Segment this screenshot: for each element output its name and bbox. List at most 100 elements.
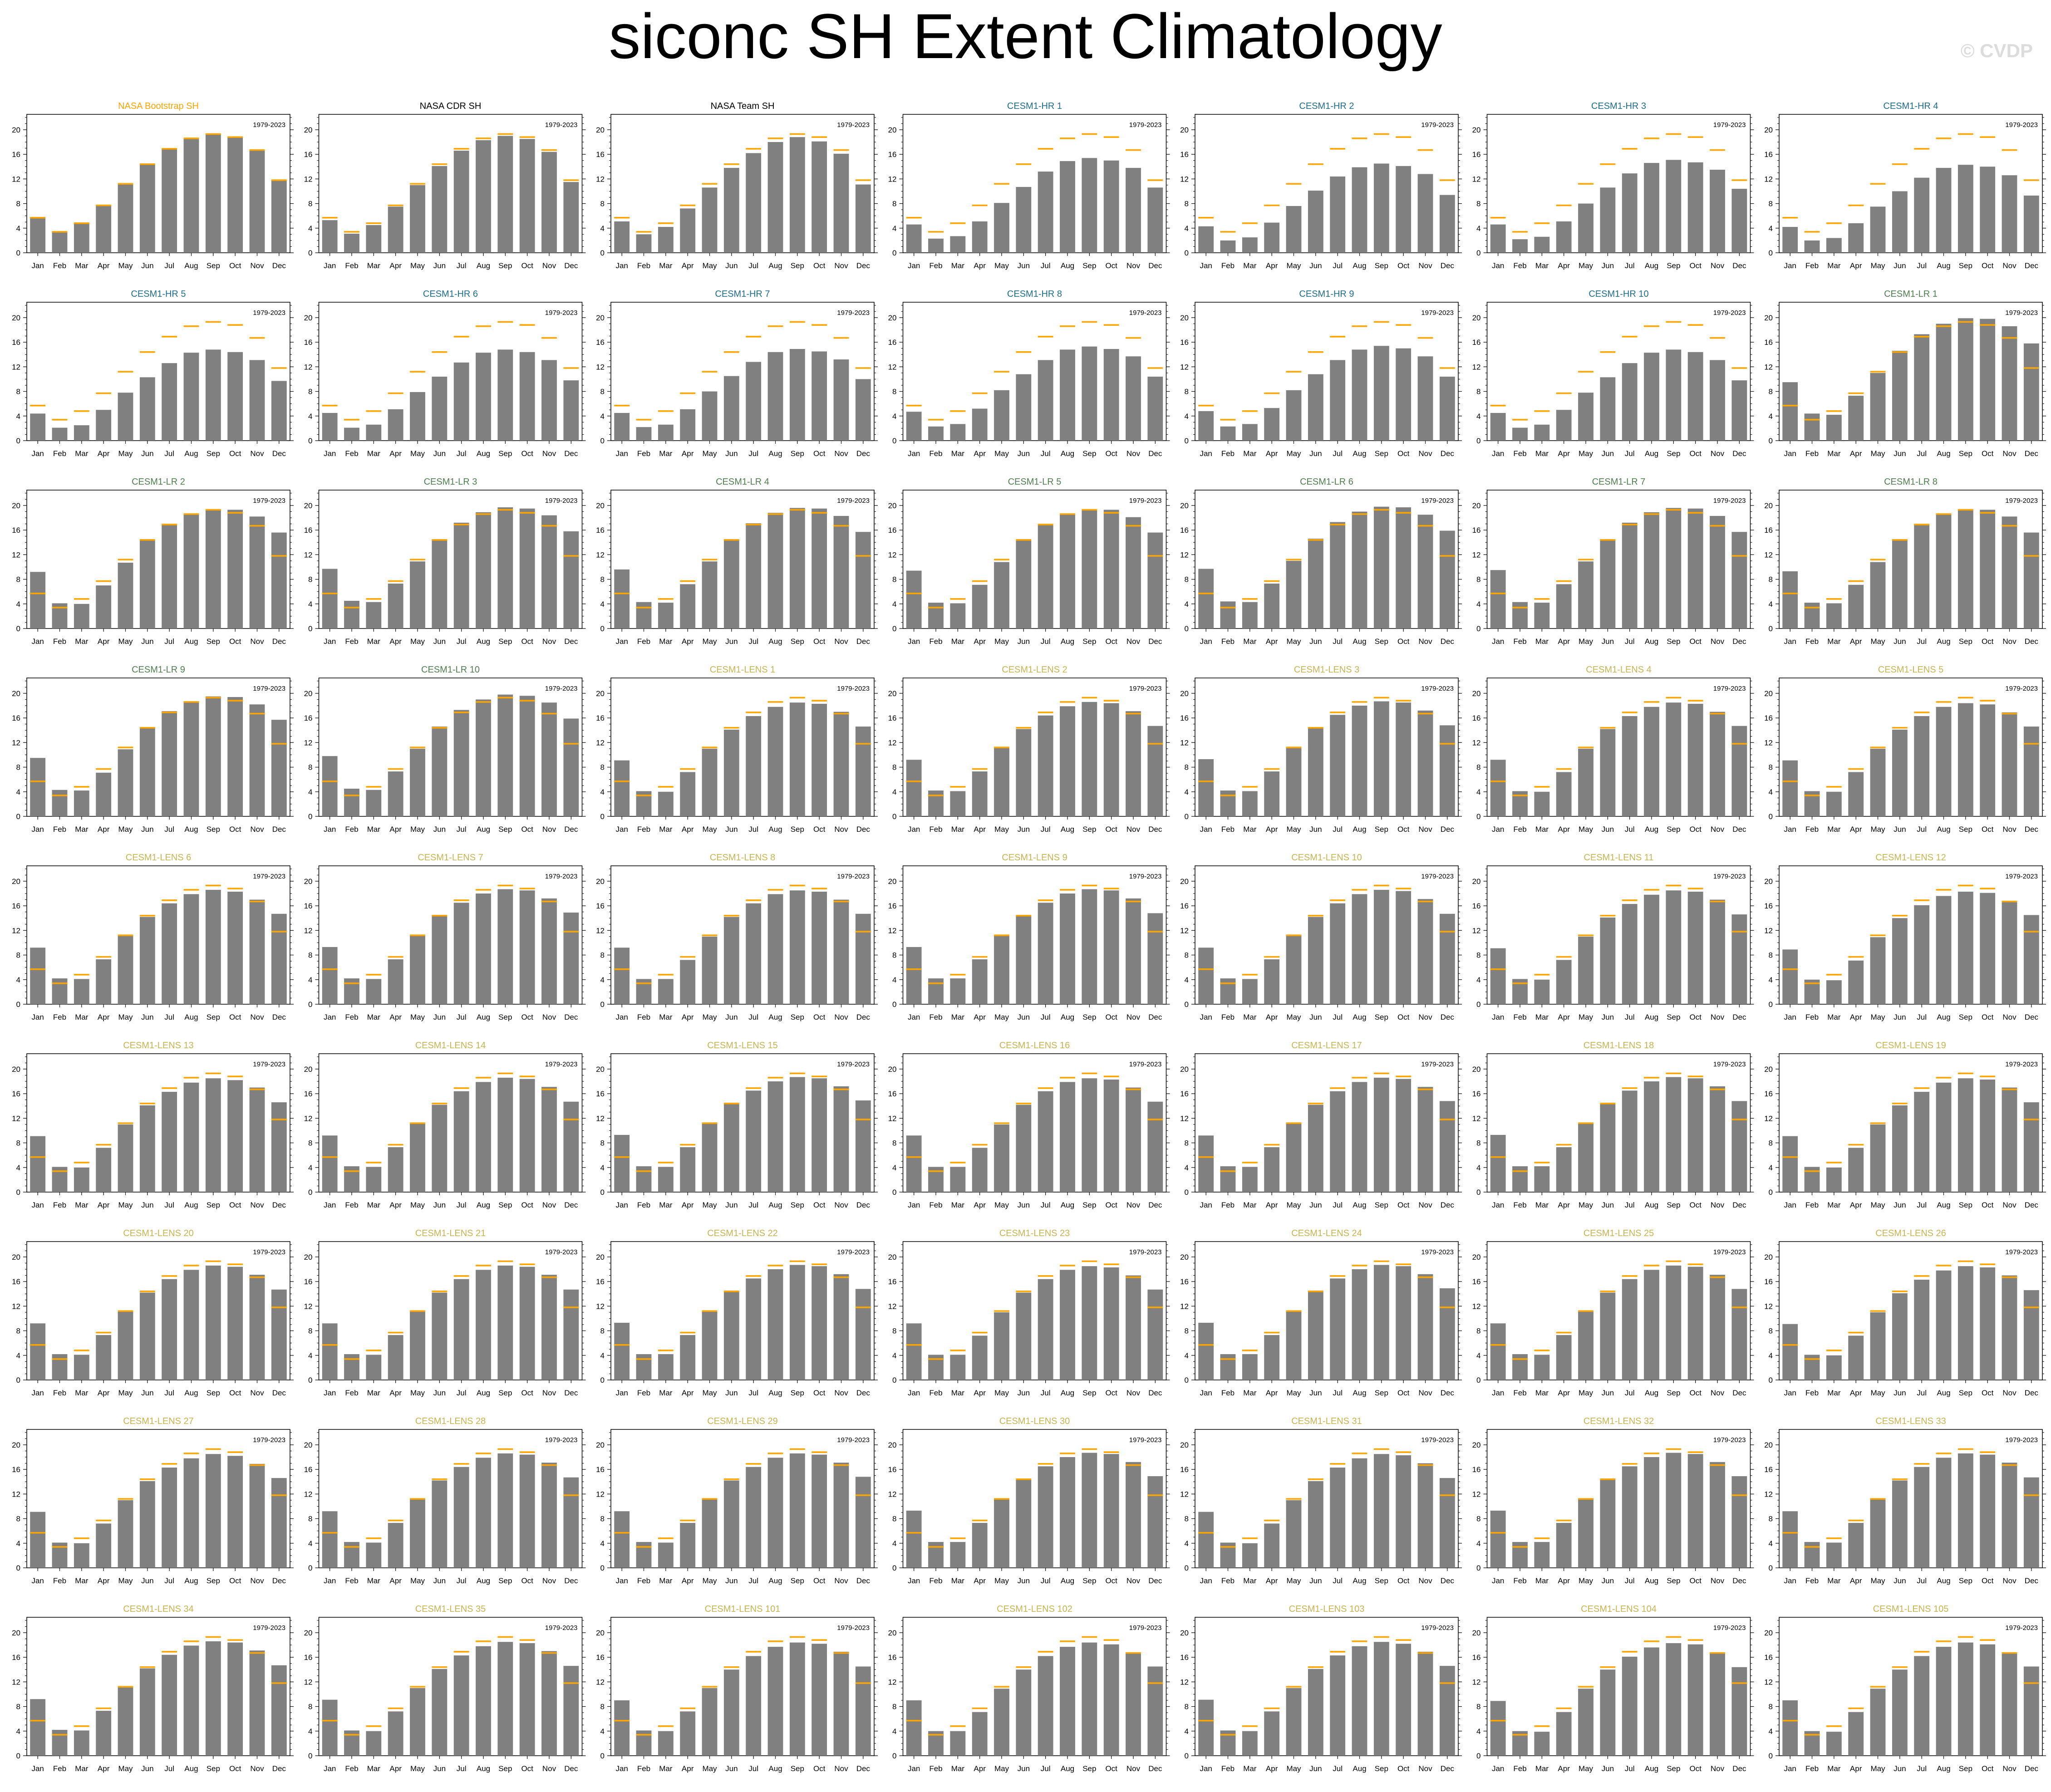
x-tick-label: Apr (682, 1013, 694, 1021)
y-tick-label: 0 (600, 1000, 605, 1009)
x-tick-label: Dec (1441, 825, 1455, 834)
y-tick-label: 16 (304, 714, 313, 722)
x-tick-label: Nov (2002, 261, 2017, 270)
x-tick-label: May (1579, 1389, 1594, 1397)
y-tick-label: 4 (16, 600, 20, 609)
x-tick-label: Oct (521, 449, 533, 458)
bar-dec (271, 532, 287, 628)
x-tick-label: Dec (2025, 825, 2039, 834)
y-tick-label: 4 (16, 1164, 20, 1172)
y-tick-label: 12 (888, 1302, 897, 1311)
x-tick-label: Oct (521, 637, 533, 646)
x-tick-label: Sep (791, 1389, 804, 1397)
x-tick-label: Jul (1041, 261, 1051, 270)
x-tick-label: Jul (1625, 637, 1635, 646)
x-tick-label: Oct (813, 637, 826, 646)
x-tick-label: Jun (725, 1389, 738, 1397)
x-tick-label: Dec (1441, 449, 1455, 458)
bar-jun (139, 727, 155, 816)
y-tick-label: 16 (1472, 526, 1481, 535)
bar-dec (563, 380, 579, 441)
bar-apr (1556, 772, 1572, 816)
bar-nov (1417, 1274, 1433, 1380)
bar-apr (388, 959, 403, 1004)
period-label: 1979-2023 (253, 873, 285, 880)
x-tick-label: Jun (1018, 1389, 1030, 1397)
bar-apr (1264, 771, 1280, 816)
bar-jun (1600, 917, 1616, 1004)
y-tick-label: 20 (1180, 126, 1189, 134)
x-tick-label: Sep (1375, 825, 1388, 834)
x-tick-label: Oct (521, 1389, 533, 1397)
y-tick-label: 20 (1472, 1065, 1481, 1074)
panel-frame (610, 490, 875, 629)
x-tick-label: Jun (141, 1201, 153, 1209)
bar-apr (1848, 772, 1864, 816)
bar-dec (1439, 1288, 1455, 1380)
x-tick-label: Sep (1667, 1201, 1680, 1209)
x-tick-label: Jan (1200, 261, 1212, 270)
x-tick-label: Sep (1375, 1389, 1388, 1397)
bar-aug (1644, 707, 1659, 816)
bar-jan (1490, 1134, 1506, 1192)
x-tick-label: Oct (229, 449, 241, 458)
x-tick-label: Sep (791, 825, 804, 834)
x-tick-label: Mar (75, 1201, 89, 1209)
bar-feb (928, 978, 944, 1004)
y-tick-label: 4 (308, 976, 312, 984)
bar-aug (767, 894, 783, 1004)
x-tick-label: Aug (768, 825, 782, 834)
bar-oct (812, 351, 827, 441)
x-tick-label: Oct (1105, 637, 1117, 646)
y-tick-label: 8 (1476, 575, 1480, 584)
x-tick-label: Feb (637, 1389, 650, 1397)
panel-frame (26, 1053, 290, 1193)
y-tick-label: 20 (1764, 501, 1773, 510)
bar-dec (1439, 1101, 1455, 1192)
x-tick-label: Mar (367, 261, 381, 270)
bar-jan (1490, 570, 1506, 628)
x-tick-label: Aug (477, 1013, 490, 1021)
bar-sep (1958, 318, 1973, 441)
bar-may (410, 935, 425, 1004)
bar-nov (1126, 356, 1141, 441)
x-tick-label: Jun (1894, 1013, 1906, 1021)
x-tick-label: Mar (367, 637, 381, 646)
panel-frame (902, 1053, 1167, 1193)
x-tick-label: Dec (1732, 1389, 1746, 1397)
x-tick-label: Aug (1937, 825, 1950, 834)
panel-title: CESM1-LENS 16 (999, 1041, 1070, 1051)
bar-nov (2002, 901, 2017, 1004)
bar-jan (906, 224, 922, 253)
x-tick-label: May (1579, 637, 1594, 646)
bar-jul (1038, 524, 1053, 628)
y-tick-label: 12 (1764, 1114, 1773, 1123)
x-tick-label: Jan (31, 449, 44, 458)
panel-frame (1195, 678, 1459, 817)
y-tick-label: 16 (1472, 1277, 1481, 1286)
x-tick-label: Oct (1982, 1201, 1994, 1209)
bar-feb (1220, 790, 1236, 816)
x-tick-label: May (1286, 637, 1301, 646)
bar-jan (1782, 382, 1798, 441)
x-tick-label: Dec (1732, 825, 1746, 834)
bar-may (994, 748, 1009, 816)
x-tick-label: Nov (250, 261, 264, 270)
bar-aug (183, 894, 199, 1004)
y-tick-label: 4 (1476, 224, 1480, 233)
bar-nov (833, 516, 849, 628)
x-tick-label: May (1870, 261, 1885, 270)
bar-jun (723, 1292, 739, 1380)
x-tick-label: Jul (164, 1013, 174, 1021)
x-tick-label: Sep (207, 1389, 220, 1397)
y-tick-label: 16 (888, 150, 897, 159)
bar-jul (1330, 522, 1346, 628)
y-tick-label: 4 (892, 1164, 896, 1172)
x-tick-label: Aug (1353, 1201, 1366, 1209)
y-tick-label: 12 (1472, 550, 1481, 559)
x-tick-label: Sep (1959, 261, 1972, 270)
bar-feb (928, 238, 944, 253)
bar-dec (563, 1101, 579, 1192)
